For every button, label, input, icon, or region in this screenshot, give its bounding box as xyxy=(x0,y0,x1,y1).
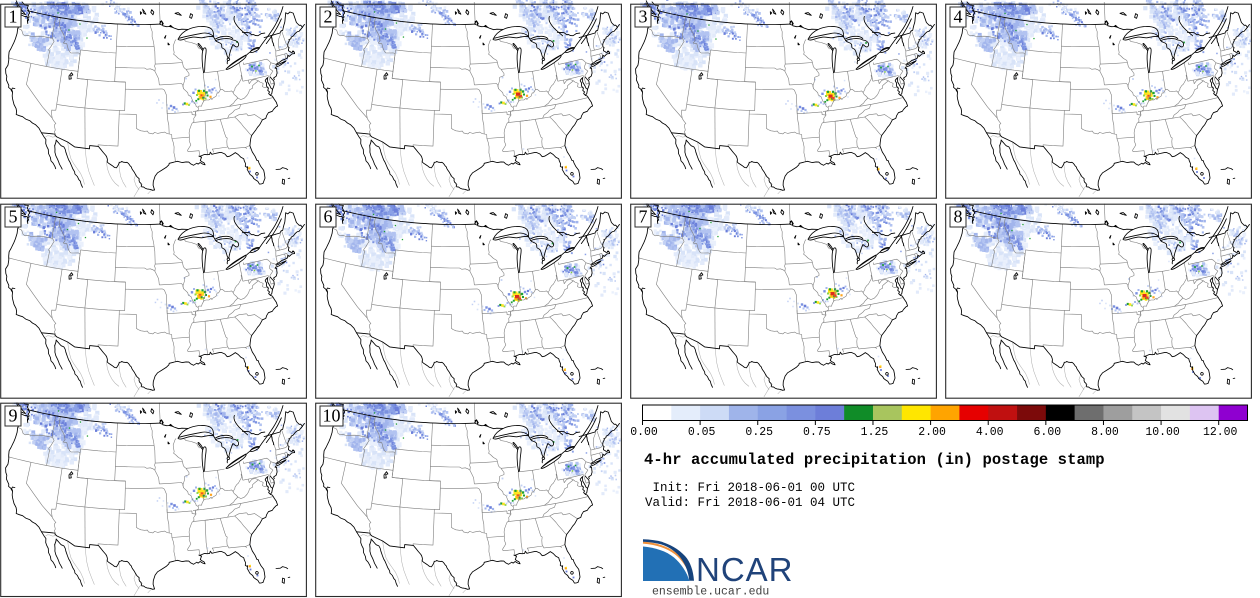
svg-text:0.75: 0.75 xyxy=(803,426,831,439)
svg-text:4.00: 4.00 xyxy=(976,426,1004,439)
svg-text:1.25: 1.25 xyxy=(861,426,889,439)
svg-text:6.00: 6.00 xyxy=(1034,426,1062,439)
svg-text:NCAR: NCAR xyxy=(696,551,794,588)
svg-text:2.00: 2.00 xyxy=(918,426,946,439)
svg-text:1: 1 xyxy=(9,7,18,27)
svg-text:5: 5 xyxy=(9,207,18,227)
svg-text:0.25: 0.25 xyxy=(745,426,773,439)
svg-text:0.05: 0.05 xyxy=(688,426,716,439)
svg-text:7: 7 xyxy=(639,207,648,227)
svg-text:6: 6 xyxy=(324,207,333,227)
svg-text:3: 3 xyxy=(639,7,648,27)
svg-text:2: 2 xyxy=(324,7,333,27)
svg-text:8: 8 xyxy=(954,207,963,227)
svg-text:ensemble.ucar.edu: ensemble.ucar.edu xyxy=(652,586,769,598)
svg-text:9: 9 xyxy=(9,406,18,426)
svg-text:10: 10 xyxy=(323,406,341,426)
svg-text:12.00: 12.00 xyxy=(1203,426,1238,439)
svg-text:0.00: 0.00 xyxy=(630,426,658,439)
svg-text:10.00: 10.00 xyxy=(1145,426,1180,439)
svg-text:4: 4 xyxy=(954,7,963,27)
svg-text:8.00: 8.00 xyxy=(1091,426,1119,439)
